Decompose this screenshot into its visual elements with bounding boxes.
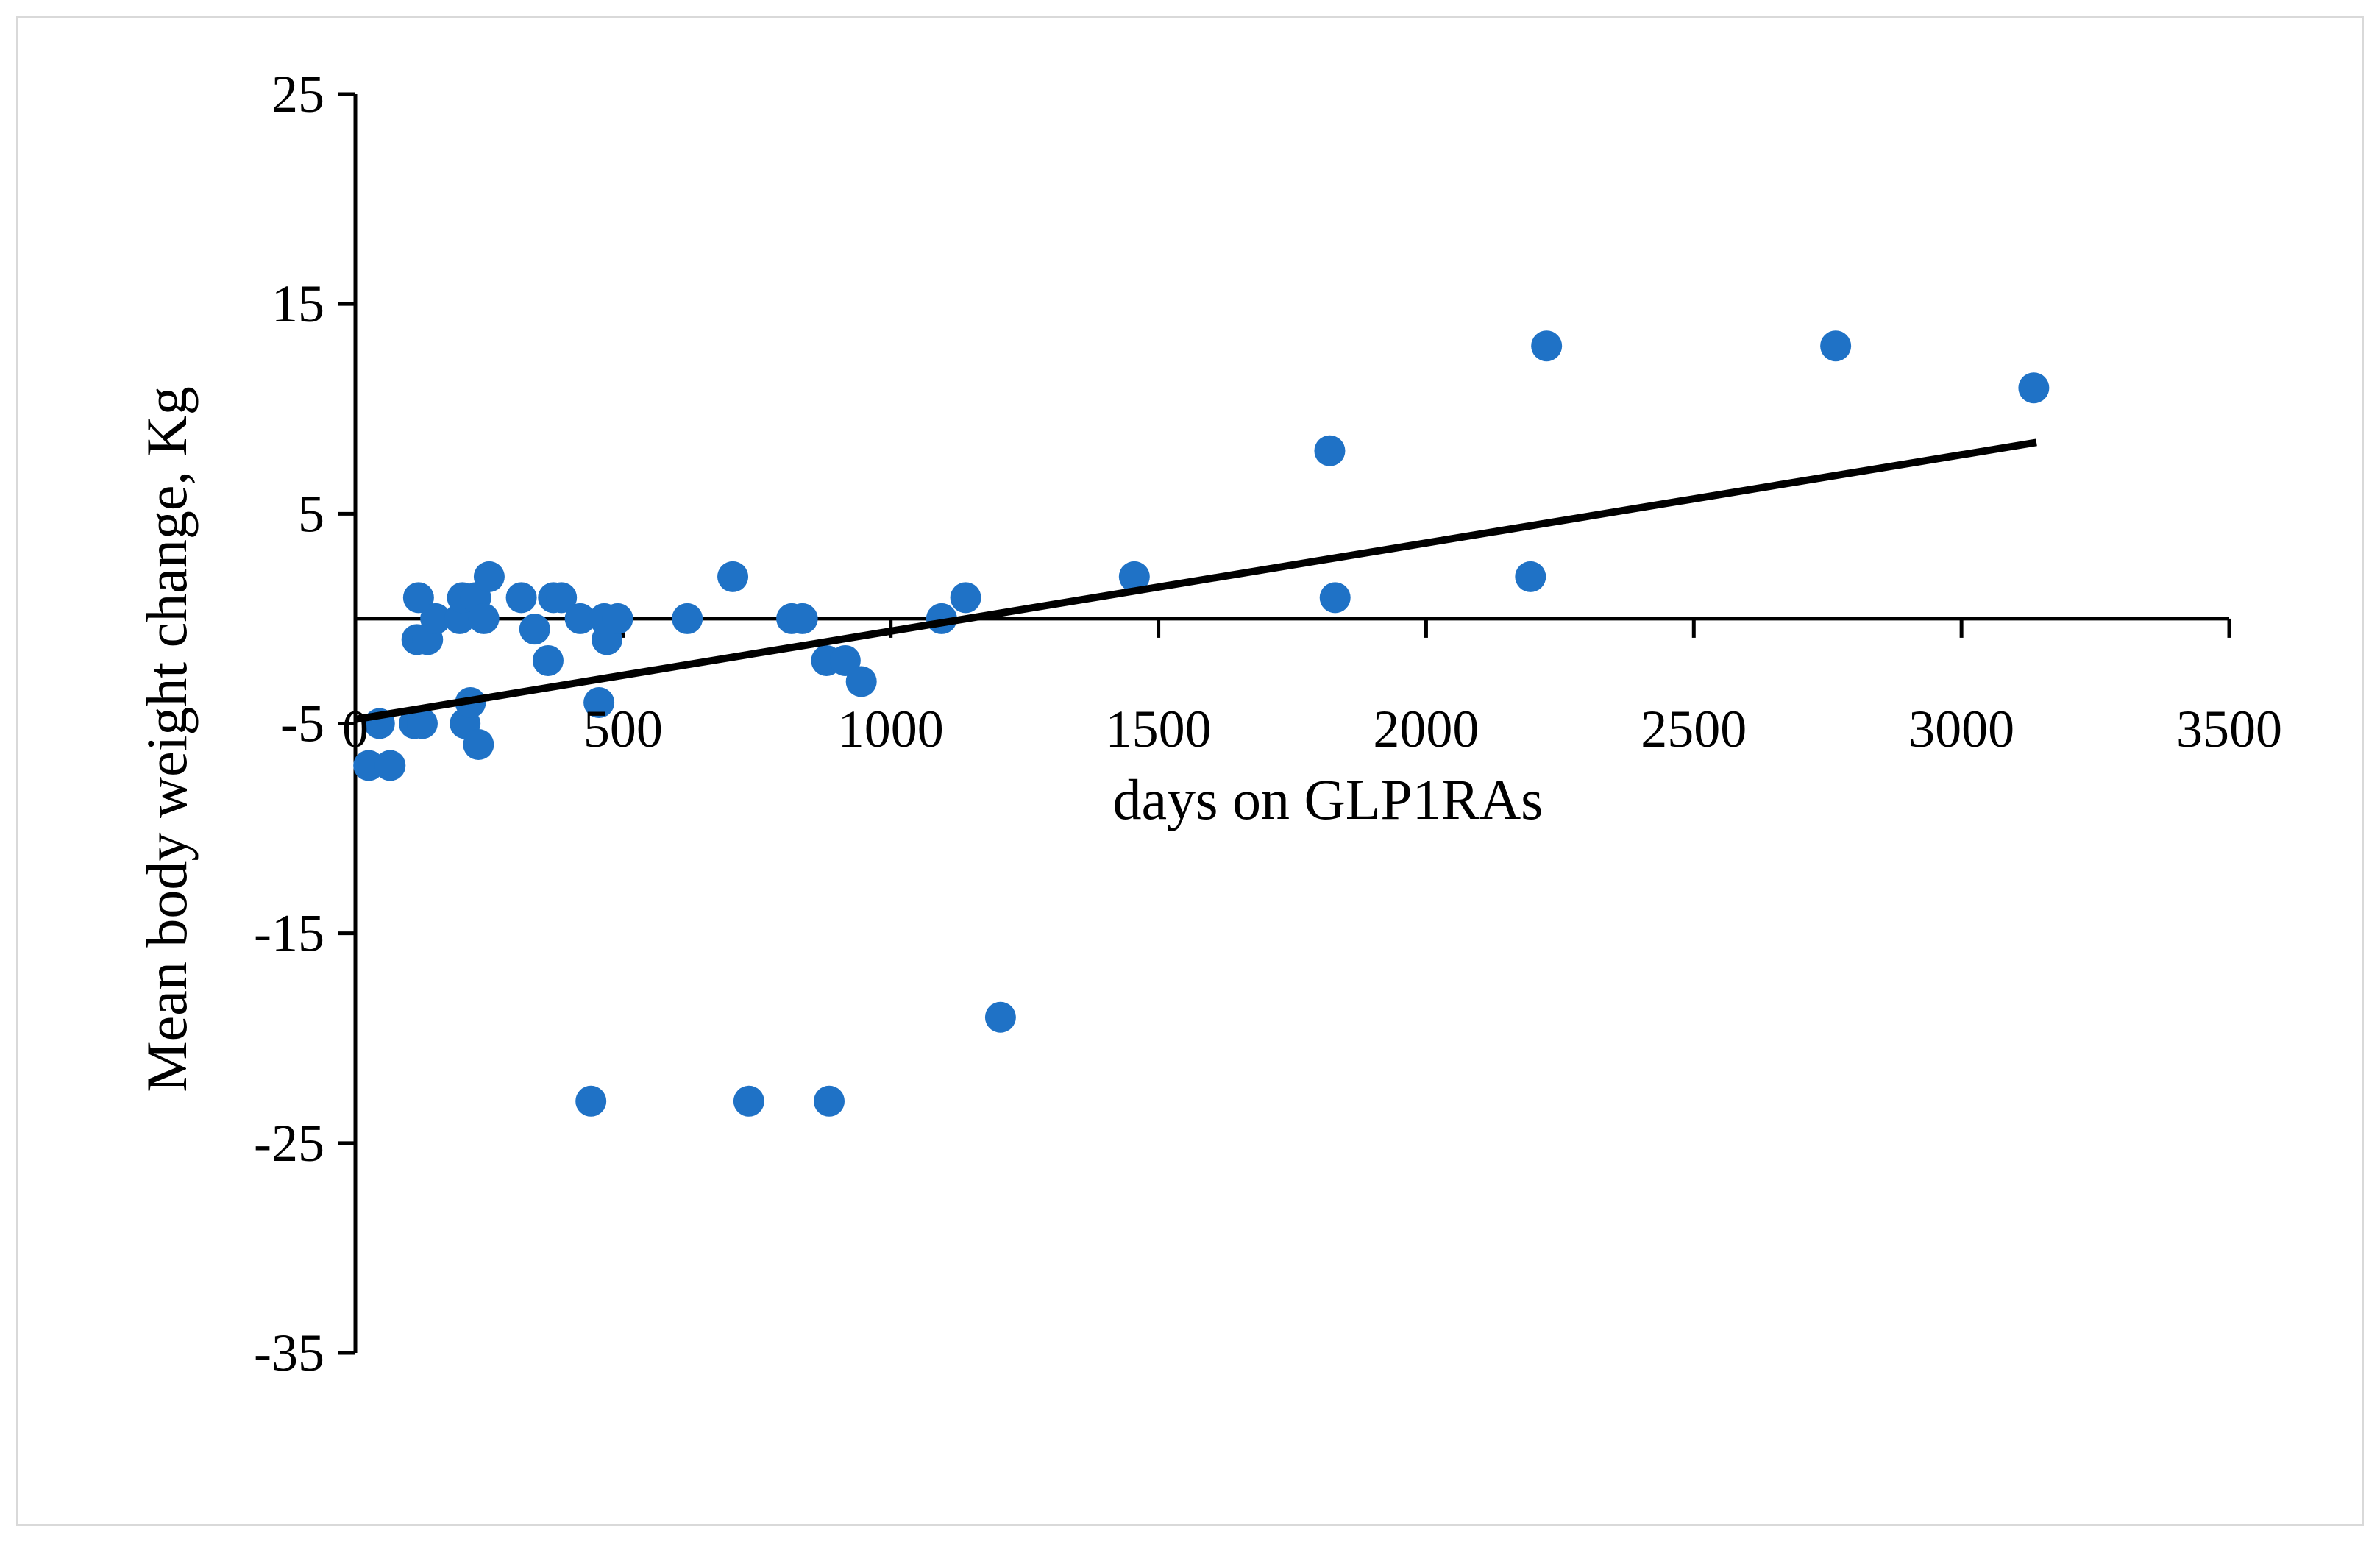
data-point xyxy=(984,1001,1016,1033)
y-axis-ticks xyxy=(338,92,355,1355)
x-tick-label: 1000 xyxy=(838,700,944,758)
data-point xyxy=(845,666,877,697)
y-tick-label: 15 xyxy=(271,274,324,333)
x-tick-label: 2500 xyxy=(1641,700,1747,758)
data-point xyxy=(1314,435,1346,466)
x-axis-title: days on GLP1RAs xyxy=(1112,767,1543,831)
y-tick-label: -35 xyxy=(254,1324,324,1382)
data-point xyxy=(786,603,818,634)
data-point xyxy=(406,708,438,739)
data-point xyxy=(1319,582,1351,614)
data-point xyxy=(546,582,578,614)
y-tick-label: -15 xyxy=(254,904,324,963)
data-point xyxy=(532,644,564,676)
data-points xyxy=(353,330,2050,1117)
x-tick-label: 2000 xyxy=(1373,700,1479,758)
data-point xyxy=(353,750,385,781)
x-tick-label: 0 xyxy=(342,700,369,758)
y-axis-title: Mean body weight change, Kg xyxy=(135,386,199,1092)
data-point xyxy=(505,582,537,614)
data-point xyxy=(402,582,434,614)
x-tick-label: 1500 xyxy=(1106,700,1212,758)
x-tick-label: 3000 xyxy=(1908,700,2014,758)
data-point xyxy=(2018,372,2050,404)
data-point xyxy=(733,1085,764,1117)
data-point xyxy=(829,644,861,676)
data-point xyxy=(463,729,494,761)
y-axis-tick-labels: 25 15 5 -5 -15 -25 -35 xyxy=(254,65,324,1382)
x-tick-label: 3500 xyxy=(2176,700,2282,758)
x-tick-label: 500 xyxy=(583,700,663,758)
y-tick-label: 5 xyxy=(298,484,324,543)
data-point xyxy=(473,561,505,592)
data-point xyxy=(420,603,452,634)
data-point xyxy=(575,1085,607,1117)
y-tick-label: -5 xyxy=(280,694,324,753)
data-point xyxy=(374,750,406,781)
data-point xyxy=(814,1085,845,1117)
scatter-chart: 0 500 1000 1500 2000 2500 3000 3500 25 15 5 -5 -15 -… xyxy=(135,65,2282,1382)
data-point xyxy=(1820,330,1852,362)
data-point xyxy=(1515,561,1546,592)
x-axis-ticks xyxy=(353,618,2231,638)
y-tick-label: -25 xyxy=(254,1114,324,1173)
data-point xyxy=(519,614,550,645)
data-point xyxy=(672,603,703,634)
data-point xyxy=(1118,561,1150,592)
data-point xyxy=(717,561,749,592)
data-point xyxy=(583,686,615,718)
data-point xyxy=(1531,330,1563,362)
y-tick-label: 25 xyxy=(271,65,324,124)
data-point xyxy=(602,603,633,634)
trendline xyxy=(355,438,2037,723)
chart-frame: 0 500 1000 1500 2000 2500 3000 3500 25 15 5 -5 -15 -… xyxy=(16,16,2364,1526)
data-point xyxy=(950,582,981,614)
data-point xyxy=(468,603,500,634)
data-point xyxy=(564,603,596,634)
x-axis-tick-labels: 0 500 1000 1500 2000 2500 3000 3500 xyxy=(342,700,2282,758)
